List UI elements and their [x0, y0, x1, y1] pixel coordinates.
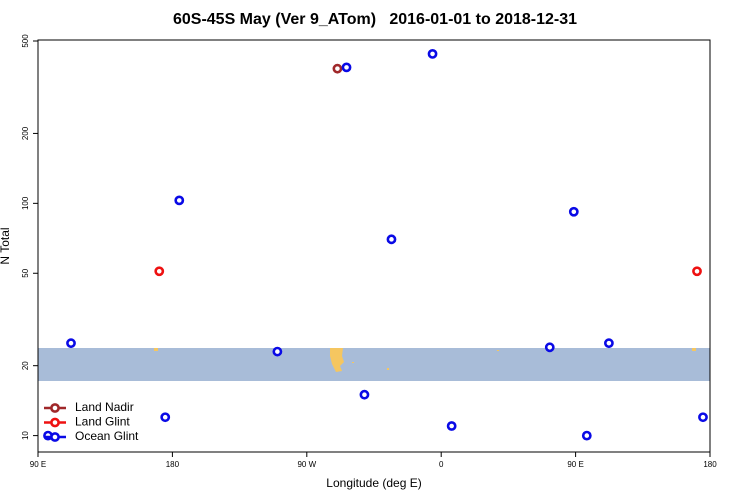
land-outline [154, 348, 696, 372]
y-tick-label: 200 [21, 126, 30, 140]
point [604, 338, 614, 349]
point [341, 62, 352, 73]
y-tick-label: 10 [21, 431, 30, 440]
plot-frame [37, 39, 711, 453]
chart-title: 60S-45S May (Ver 9_ATom) 2016-01-01 to 2… [173, 11, 577, 28]
map-band [38, 348, 710, 381]
x-tick-label: 90 W [297, 460, 316, 469]
point [698, 412, 708, 423]
point [386, 234, 397, 245]
y-tick-label: 20 [21, 361, 30, 370]
point [154, 266, 165, 277]
point [160, 412, 171, 423]
point [544, 342, 555, 353]
x-tick-label: 0 [439, 460, 444, 469]
y-tick-label: 50 [21, 268, 30, 277]
y-axis-label: N Total [0, 227, 12, 264]
point [568, 206, 579, 217]
point [581, 430, 592, 441]
point [427, 48, 438, 59]
y-tick-label: 100 [21, 196, 30, 210]
x-tick-label: 180 [703, 460, 717, 469]
x-tick-label: 180 [166, 460, 180, 469]
point [272, 346, 283, 357]
legend-label: Land Glint [75, 415, 130, 429]
point [66, 338, 76, 349]
x-axis-label: Longitude (deg E) [326, 476, 421, 490]
x-tick-label: 90 E [567, 460, 583, 469]
point [692, 266, 702, 277]
legend-label: Ocean Glint [75, 429, 139, 443]
legend-label: Land Nadir [75, 400, 134, 414]
legend-marker [50, 403, 60, 413]
y-tick-label: 500 [21, 34, 30, 48]
point [359, 389, 370, 400]
legend-marker [50, 432, 60, 442]
point [174, 195, 185, 206]
point [446, 421, 457, 431]
legend-marker [50, 417, 60, 428]
x-tick-label: 90 E [30, 460, 46, 469]
point [332, 63, 343, 74]
